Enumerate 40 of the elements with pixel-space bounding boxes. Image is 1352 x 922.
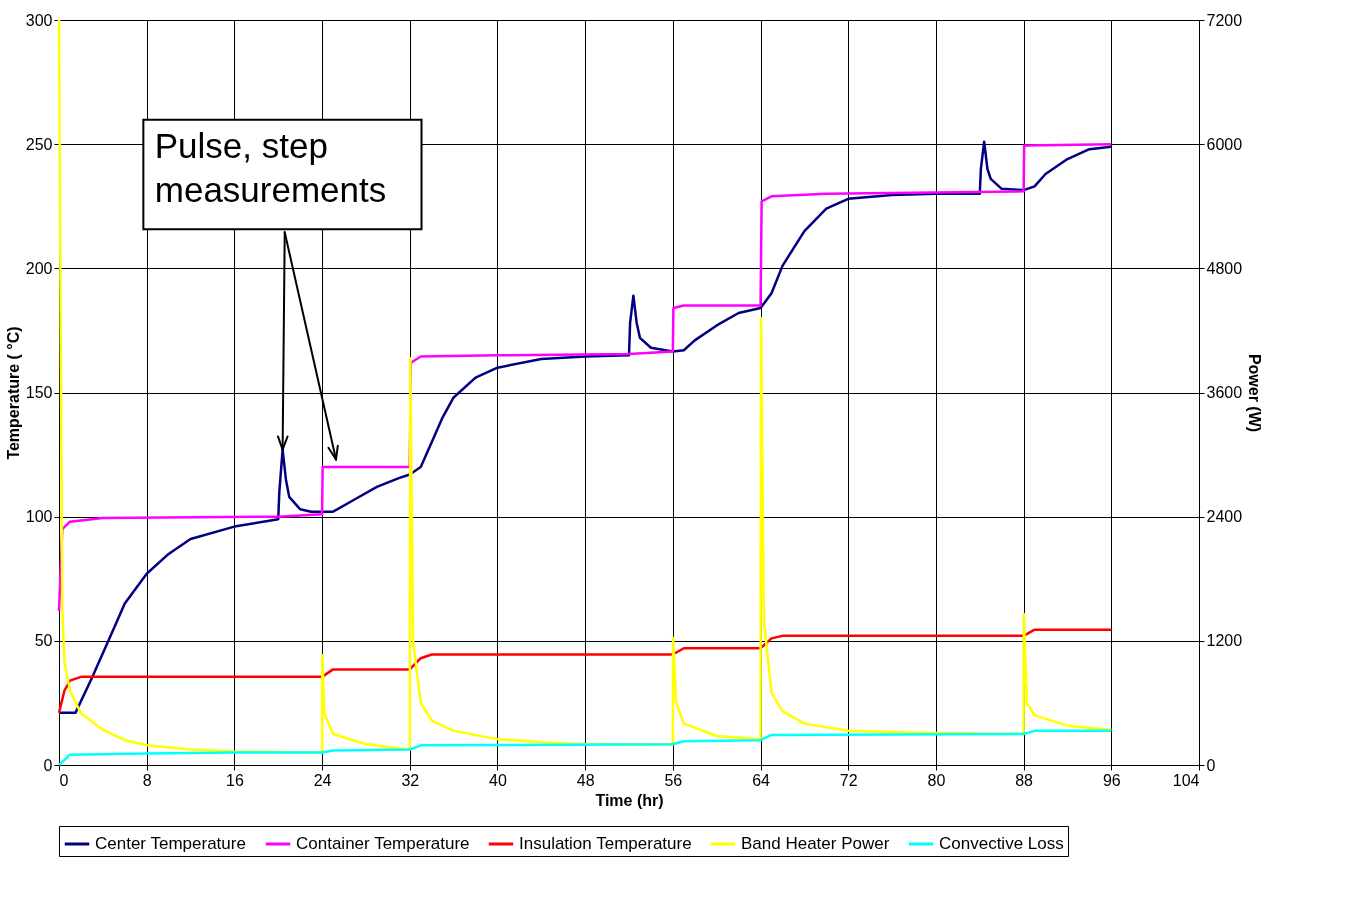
y-tick-label: 150 [25,384,53,401]
x-tick-label: 64 [752,771,771,789]
x-tick-label: 16 [225,771,244,789]
x-tick-label: 80 [927,771,946,789]
y2-tick-label: 7200 [1206,11,1243,29]
line-series [57,628,1113,715]
legend-label: Center Temperature [95,834,246,853]
y-tick-label: 50 [34,632,53,650]
y2-tick-label: 1200 [1206,632,1243,650]
x-tick-label: 32 [401,771,420,789]
legend-label: Container Temperature [296,834,470,853]
y2-tick-label: 4800 [1206,259,1243,277]
y2-tick-label: 3600 [1206,384,1243,401]
x-tick-label: 96 [1102,771,1121,789]
legend-label: Band Heater Power [741,834,890,853]
x-tick-label: 88 [1015,771,1034,789]
y2-tick-label: 0 [1206,756,1216,774]
y-tick-label: 200 [25,259,53,277]
x-tick-label: 0 [59,771,69,789]
y-tick-label: 0 [43,756,53,774]
x-tick-label: 104 [1172,771,1200,789]
legend-label: Convective Loss [939,834,1064,853]
y2-tick-label: 6000 [1206,135,1243,153]
annotation: Pulse, step measurements [154,126,387,210]
y2-axis-title: Power (W) [1246,353,1264,433]
y-tick-label: 300 [25,11,53,29]
x-tick-label: 24 [313,771,332,789]
legend-label: Insulation Temperature [519,834,692,853]
y-tick-label: 250 [25,135,53,153]
line-series [57,18,1113,754]
line-series [57,729,1113,767]
x-tick-label: 56 [664,771,683,789]
x-axis-title: Time (hr) [595,791,664,809]
x-tick-label: 48 [576,771,595,789]
y-tick-label: 100 [25,508,53,526]
x-tick-label: 72 [839,771,858,789]
x-tick-label: 40 [489,771,507,789]
y-axis-title: Temperature ( °C) [4,326,22,460]
y2-tick-label: 2400 [1206,508,1243,526]
x-tick-label: 8 [142,771,152,789]
